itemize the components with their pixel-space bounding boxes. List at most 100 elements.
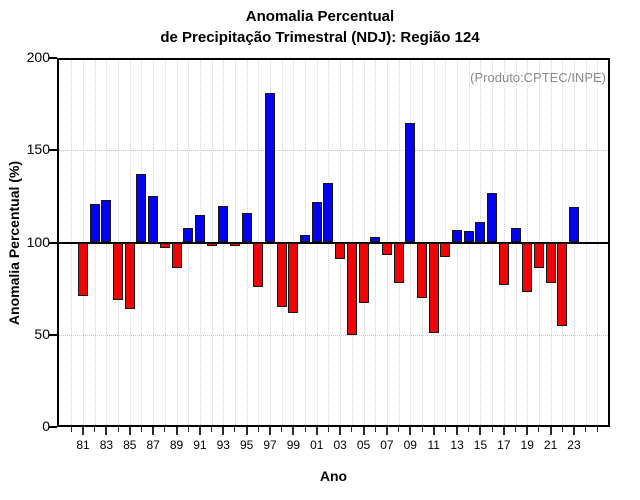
bar-1986 (136, 174, 147, 243)
x-axis-tick (140, 427, 142, 432)
y-tick-label: 50 (34, 325, 50, 342)
x-tick-label: 99 (286, 438, 301, 452)
x-axis-tick (549, 427, 552, 435)
x-tick-label: 23 (567, 438, 581, 452)
product-annotation: (Produto:CPTEC/INPE) (470, 70, 606, 85)
bar-2017 (498, 242, 509, 285)
x-axis-tick (257, 427, 259, 432)
bar-2018 (510, 227, 521, 243)
bar-2009 (405, 122, 416, 243)
x-tick-label: 05 (356, 438, 371, 452)
y-axis-tick (49, 333, 57, 336)
y-axis-tick (49, 426, 57, 428)
bar-2000 (300, 235, 311, 243)
x-axis-tick (198, 427, 201, 435)
x-axis-tick (374, 427, 376, 432)
x-tick-label: 09 (403, 438, 417, 452)
bar-1989 (171, 242, 182, 269)
x-axis-tick (315, 427, 318, 435)
bar-1998 (276, 242, 287, 308)
grid-line-horizontal (59, 150, 608, 151)
x-tick-label: 93 (216, 438, 230, 452)
y-axis-tick (49, 149, 57, 152)
x-axis-tick (502, 427, 505, 435)
y-axis-title: Anomalia Percentual (%) (6, 160, 22, 326)
x-tick-label: 97 (263, 438, 277, 452)
grid-line-horizontal (59, 335, 608, 336)
x-tick-label: 01 (310, 438, 324, 452)
x-tick-label: 13 (450, 438, 464, 452)
bar-1990 (183, 227, 194, 243)
x-axis-tick (94, 427, 96, 432)
bar-2007 (381, 242, 392, 256)
x-tick-label: 91 (193, 438, 207, 452)
x-axis-tick (234, 427, 236, 432)
bar-2013 (452, 229, 463, 243)
bar-2011 (428, 242, 439, 333)
x-tick-label: 95 (239, 438, 254, 452)
x-axis-tick (292, 427, 295, 435)
x-tick-label: 87 (146, 438, 160, 452)
x-axis-tick (211, 427, 213, 432)
bar-2023 (568, 207, 579, 243)
x-axis-tick (398, 427, 400, 432)
bar-1997 (265, 93, 276, 243)
x-axis-tick (281, 427, 283, 432)
x-tick-label: 11 (427, 438, 440, 452)
x-tick-label: 19 (520, 438, 534, 452)
x-tick-label: 07 (380, 438, 394, 452)
bar-1981 (78, 242, 88, 296)
x-axis-tick (444, 427, 446, 432)
bar-2012 (440, 242, 451, 258)
bar-2022 (557, 242, 568, 326)
x-axis-tick (222, 427, 225, 435)
bar-1995 (241, 212, 252, 243)
x-axis-tick (339, 427, 342, 435)
x-axis-tick (117, 427, 119, 432)
x-tick-label: 89 (169, 438, 184, 452)
bar-1994 (229, 242, 240, 247)
x-axis-tick (479, 427, 482, 435)
bar-2001 (311, 201, 322, 243)
x-axis-tick (515, 427, 517, 432)
bar-2004 (346, 242, 357, 335)
chart-title-line1: Anomalia Percentual (245, 8, 395, 25)
bar-1982 (89, 203, 100, 243)
y-tick-label: 100 (26, 233, 50, 250)
x-tick-label: 03 (333, 438, 347, 452)
bar-2003 (335, 242, 346, 260)
x-tick-label: 85 (123, 438, 137, 452)
x-axis-tick (70, 427, 72, 432)
x-axis-tick (164, 427, 166, 432)
x-axis-tick (468, 427, 470, 432)
x-axis-tick (82, 427, 84, 435)
bar-2008 (393, 242, 404, 284)
x-axis-tick (175, 427, 178, 435)
x-axis-tick (491, 427, 493, 432)
x-axis-tick (128, 427, 131, 435)
x-axis-tick (245, 427, 248, 435)
y-axis-tick (49, 241, 57, 244)
bar-2016 (487, 192, 498, 243)
bar-2005 (358, 242, 369, 304)
bar-1984 (113, 242, 124, 300)
x-axis-tick (409, 427, 412, 435)
bar-2006 (370, 236, 381, 243)
x-axis-tick (304, 427, 306, 432)
bar-1983 (101, 200, 112, 243)
bar-2020 (533, 242, 544, 269)
baseline-100 (57, 242, 610, 244)
y-axis-tick (49, 57, 57, 59)
bar-2014 (463, 231, 474, 243)
x-axis-tick (269, 427, 272, 435)
x-axis-tick (362, 427, 365, 435)
y-tick-label: 150 (26, 141, 50, 158)
bar-1991 (194, 214, 205, 243)
x-axis-tick (538, 427, 540, 432)
x-tick-label: 81 (76, 438, 90, 452)
bar-2021 (545, 242, 556, 284)
x-axis-tick (187, 427, 189, 432)
x-axis-tick (152, 427, 155, 435)
x-axis-tick (385, 427, 388, 435)
